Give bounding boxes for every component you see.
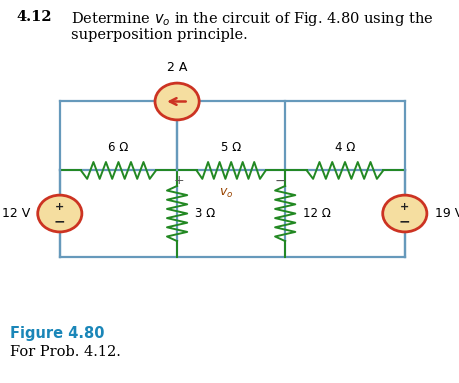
Text: 2 A: 2 A [167, 61, 187, 74]
Text: +: + [174, 174, 185, 187]
Text: superposition principle.: superposition principle. [71, 28, 247, 42]
Text: $v_o$: $v_o$ [219, 187, 233, 200]
Text: 12 Ω: 12 Ω [302, 207, 330, 220]
Circle shape [382, 195, 426, 232]
Text: 5 Ω: 5 Ω [220, 141, 241, 154]
Text: 12 V: 12 V [2, 207, 30, 220]
Text: +: + [399, 201, 409, 211]
Text: 19 V: 19 V [434, 207, 459, 220]
Text: −: − [54, 214, 66, 229]
Text: 3 Ω: 3 Ω [194, 207, 214, 220]
Text: Determine $v_o$ in the circuit of Fig. 4.80 using the: Determine $v_o$ in the circuit of Fig. 4… [71, 10, 433, 28]
Text: For Prob. 4.12.: For Prob. 4.12. [10, 345, 121, 360]
Text: 6 Ω: 6 Ω [108, 141, 129, 154]
Circle shape [155, 83, 199, 120]
Text: 4.12: 4.12 [16, 10, 51, 24]
Text: −: − [274, 173, 286, 187]
Circle shape [38, 195, 82, 232]
Text: 4 Ω: 4 Ω [334, 141, 354, 154]
Text: Figure 4.80: Figure 4.80 [10, 326, 104, 341]
Text: +: + [55, 201, 64, 211]
Text: −: − [398, 214, 410, 229]
